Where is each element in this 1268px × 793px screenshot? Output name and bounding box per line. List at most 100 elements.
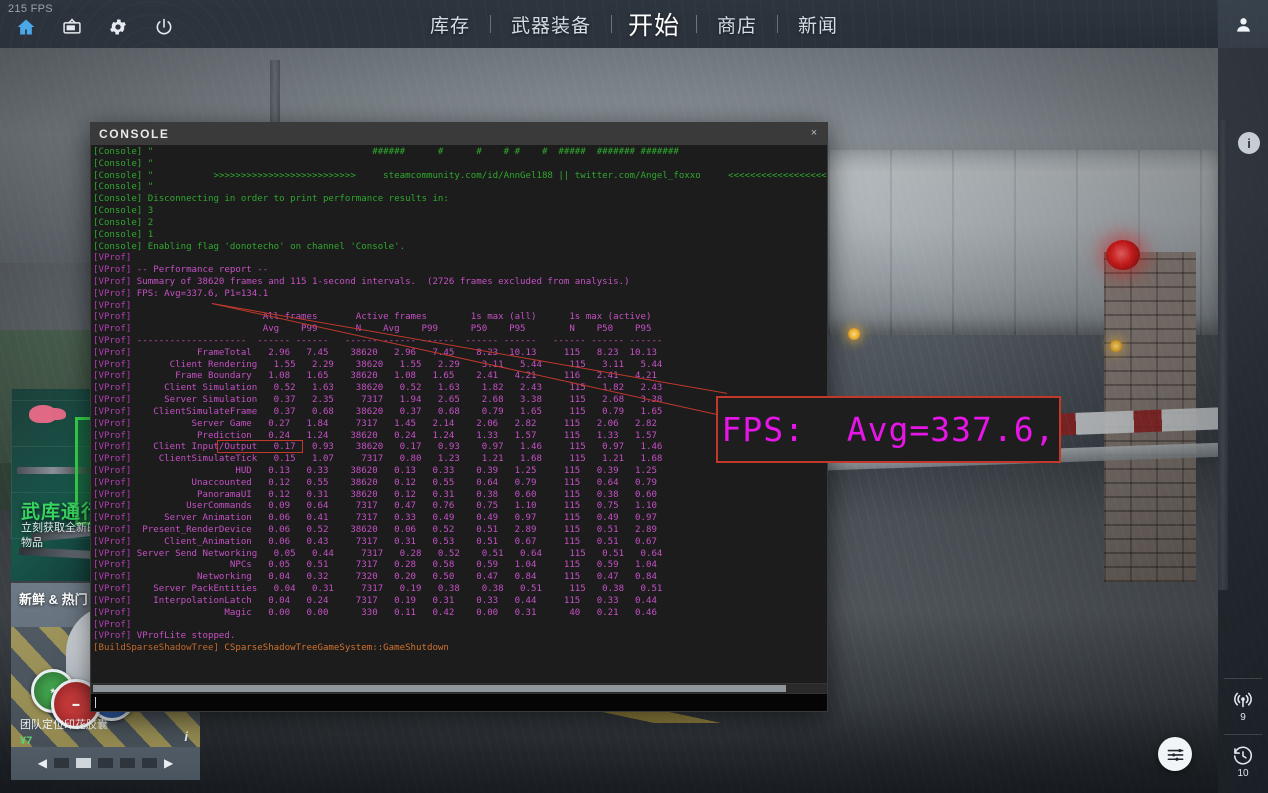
console-log-text: ClientSimulateTick 0.15 1.07 7317 0.80 1…	[131, 454, 663, 465]
broadcast-icon[interactable]: 9	[1222, 682, 1264, 730]
console-log-tag: [VProf]	[93, 430, 132, 441]
console-log-line: [VProf] Client Input/Output 0.17 0.93 38…	[93, 442, 827, 454]
promo-charm-icon	[29, 405, 57, 423]
console-log-text: PanoramaUI 0.12 0.31 38620 0.12 0.31 0.3…	[131, 489, 657, 500]
console-log-text: Unaccounted 0.12 0.55 38620 0.12 0.55 0.…	[131, 477, 657, 488]
nav-separator	[777, 15, 779, 33]
nav-item-loadout[interactable]: 武器装备	[510, 15, 591, 37]
console-log-text: 1	[142, 229, 154, 240]
rail-divider	[1224, 734, 1262, 735]
console-log-tag: [Console]	[93, 182, 143, 193]
console-log-line: [VProf]	[93, 301, 827, 313]
console-log-tag: [VProf]	[93, 477, 132, 488]
promo-hot-pager: ◀ ▶	[11, 752, 200, 774]
nav-item-inventory[interactable]: 库存	[429, 15, 470, 37]
console-log-line: [VProf] Summary of 38620 frames and 115 …	[93, 277, 827, 289]
console-log-tag: [VProf]	[93, 312, 132, 323]
promo-dot-2[interactable]	[98, 758, 113, 768]
right-sidebar: i 9 10	[1218, 48, 1268, 793]
console-log-text: ClientSimulateFrame 0.37 0.68 38620 0.37…	[131, 406, 663, 417]
console-log-tag: [VProf]	[93, 525, 132, 535]
background-signal-light	[1106, 240, 1140, 270]
console-input-field[interactable]	[91, 693, 827, 711]
console-log-line: [VProf] All frames Active frames 1s max …	[93, 312, 827, 324]
console-log-line: [VProf] HUD 0.13 0.33 38620 0.13 0.33 0.…	[93, 466, 827, 478]
console-title-bar[interactable]: CONSOLE ×	[91, 123, 827, 145]
console-log-line: [Console] Enabling flag 'donotecho' on c…	[93, 242, 827, 254]
console-log-line: [VProf] FrameTotal 2.96 7.45 38620 2.96 …	[93, 348, 827, 360]
console-log-line: [VProf] NPCs 0.05 0.51 7317 0.28 0.58 0.…	[93, 560, 827, 572]
console-log-line: [VProf] ClientSimulateFrame 0.37 0.68 38…	[93, 407, 827, 419]
promo-dot-3[interactable]	[120, 758, 135, 768]
console-log-line: [VProf]	[93, 620, 827, 632]
console-log-tag: [VProf]	[93, 359, 132, 370]
console-log-line: [VProf] Present_RenderDevice 0.06 0.52 3…	[93, 525, 827, 537]
promo-weapon-1	[17, 467, 89, 474]
console-log-text: "	[142, 158, 154, 169]
console-log-text: Server Simulation 0.37 2.35 7317 1.94 2.…	[131, 395, 663, 406]
console-log-line: [Console] "	[93, 159, 827, 171]
console-log-text: NPCs 0.05 0.51 7317 0.28 0.58 0.59 1.04 …	[131, 560, 657, 571]
console-log-text: " ###### # # # # # ##### ####### #######	[142, 147, 679, 157]
promo-dot-4[interactable]	[142, 758, 157, 768]
console-log-text: Client_Animation 0.06 0.43 7317 0.31 0.5…	[131, 536, 657, 547]
promo-next-button[interactable]: ▶	[164, 756, 174, 770]
console-log-tag: [VProf]	[93, 595, 132, 606]
avatar[interactable]	[1218, 0, 1268, 48]
scrollbar-thumb[interactable]	[93, 685, 786, 692]
console-log-tag: [VProf]	[93, 631, 132, 642]
history-clock-icon[interactable]: 10	[1222, 738, 1264, 786]
gear-icon[interactable]	[106, 15, 130, 39]
home-icon[interactable]	[14, 15, 38, 39]
console-log-line: [VProf] VProfLite stopped.	[93, 631, 827, 643]
history-count: 10	[1237, 768, 1249, 779]
console-log-tag: [VProf]	[93, 607, 132, 618]
console-log-line: [VProf] InterpolationLatch 0.04 0.24 731…	[93, 596, 827, 608]
console-log-tag: [VProf]	[93, 465, 132, 476]
console-log-area[interactable]: [Console] " ###### # # # # # ##### #####…	[91, 145, 827, 683]
console-log-line: [VProf] FPS: Avg=337.6, P1=134.1	[93, 289, 827, 301]
info-icon[interactable]: i	[1238, 132, 1260, 154]
console-log-text: Networking 0.04 0.32 7320 0.20 0.50 0.47…	[131, 572, 657, 583]
top-navigation-bar: 215 FPS 库存	[0, 0, 1268, 48]
console-log-tag: [VProf]	[93, 548, 132, 559]
promo-hot-info-icon[interactable]: i	[184, 729, 188, 744]
console-log-text: UserCommands 0.09 0.64 7317 0.47 0.76 0.…	[131, 501, 657, 512]
promo-prev-button[interactable]: ◀	[37, 756, 47, 770]
console-log-line: [VProf] Client Rendering 1.55 2.29 38620…	[93, 360, 827, 372]
console-log-text: CSparseShadowTreeGameSystem::GameShutdow…	[218, 643, 449, 654]
console-horizontal-scrollbar[interactable]	[91, 683, 827, 693]
power-icon[interactable]	[152, 15, 176, 39]
console-log-line: [VProf] -- Performance report --	[93, 265, 827, 277]
console-log-text: FrameTotal 2.96 7.45 38620 2.96 7.45 8.2…	[131, 347, 657, 358]
fps-callout-text: FPS: Avg=337.6,	[721, 410, 1056, 449]
console-log-line: [BuildSparseShadowTree] CSparseShadowTre…	[93, 643, 827, 655]
text-caret	[95, 697, 96, 708]
background-amber-light-1	[848, 328, 860, 340]
console-log-line: [VProf] Client_Animation 0.06 0.43 7317 …	[93, 537, 827, 549]
console-log-text: "	[142, 182, 154, 193]
console-log-tag: [Console]	[93, 170, 143, 181]
promo-dot-0[interactable]	[54, 758, 69, 768]
console-log-text: FPS: Avg=337.6, P1=134.1	[131, 288, 269, 299]
console-log-tag: [VProf]	[93, 560, 132, 571]
console-log-tag: [Console]	[93, 158, 143, 169]
console-log-tag: [VProf]	[93, 288, 132, 299]
console-log-text: -- Performance report --	[131, 265, 269, 276]
console-log-text: All frames Active frames 1s max (all) 1s…	[131, 312, 652, 323]
console-log-tag: [VProf]	[93, 253, 132, 264]
nav-item-store[interactable]: 商店	[717, 15, 758, 37]
promo-dot-1[interactable]	[76, 758, 91, 768]
console-log-tag: [VProf]	[93, 513, 132, 524]
nav-item-news[interactable]: 新闻	[798, 15, 839, 37]
topbar-left-icons	[0, 15, 176, 39]
console-log-text: -------------------- ------ ------ -----…	[131, 336, 663, 346]
tv-icon[interactable]	[60, 15, 84, 39]
promo-hot-price: ¥7	[20, 735, 33, 747]
nav-item-play[interactable]: 开始	[627, 12, 680, 40]
sliders-icon[interactable]	[1158, 737, 1192, 771]
console-log-text: Present_RenderDevice 0.06 0.52 38620 0.0…	[131, 525, 657, 535]
console-log-tag: [VProf]	[93, 383, 132, 394]
close-icon[interactable]: ×	[810, 127, 818, 139]
